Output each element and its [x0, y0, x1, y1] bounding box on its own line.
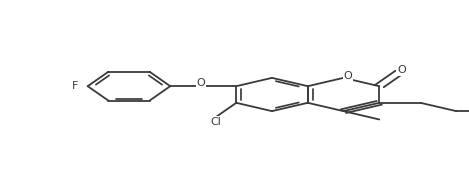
Text: F: F [72, 81, 78, 91]
Text: O: O [344, 71, 353, 81]
Text: O: O [197, 78, 205, 88]
Text: O: O [397, 65, 406, 75]
Text: Cl: Cl [210, 117, 221, 127]
